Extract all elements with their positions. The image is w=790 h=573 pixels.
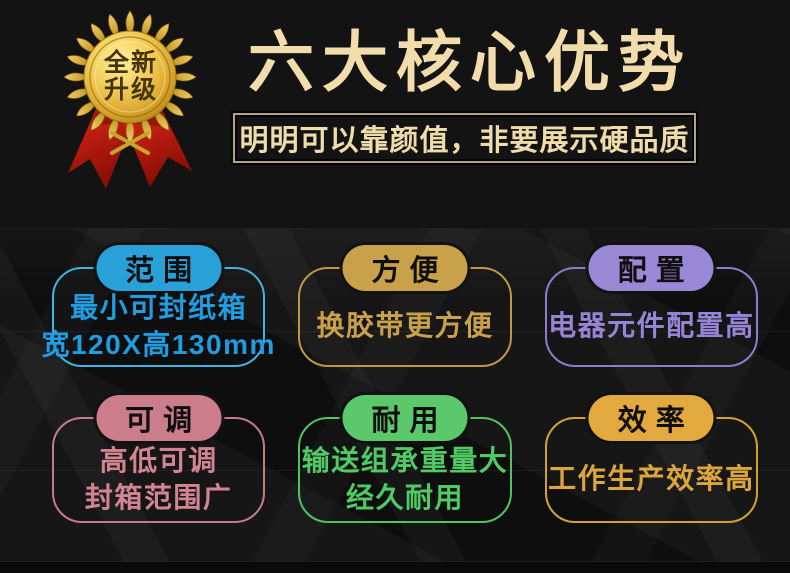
feature-tag-pill: 可调 xyxy=(96,395,222,441)
feature-box: 可调 高低可调封箱范围广 xyxy=(52,395,266,523)
feature-line: 宽120X高130mm xyxy=(41,328,276,360)
feature-lines: 电器元件配置高 xyxy=(547,269,756,365)
medal-circle xyxy=(83,30,177,124)
feature-line: 最小可封纸箱 xyxy=(70,291,248,323)
feature-tag-pill: 方便 xyxy=(342,245,468,291)
feature-line: 工作生产效率高 xyxy=(548,463,755,494)
feature-tag-pill: 配置 xyxy=(588,245,714,291)
feature-line: 换胶带更方便 xyxy=(316,310,494,341)
feature-box: 方便 换胶带更方便 xyxy=(298,245,512,367)
feature-lines: 最小可封纸箱 宽120X高130mm xyxy=(41,269,274,365)
feature-line: 封箱范围广 xyxy=(84,481,233,513)
subtitle-text: 明明可以靠颜值，非要展示硬品质 xyxy=(239,125,690,157)
feature-box: 效率 工作生产效率高 xyxy=(544,395,758,523)
feature-box: 配置 电器元件配置高 xyxy=(544,245,758,367)
badge-text-line1: 全新 xyxy=(103,48,158,77)
feature-tag: 耐用 xyxy=(371,405,448,437)
feature-tag: 可调 xyxy=(125,405,202,437)
feature-line: 输送组承重量大 xyxy=(301,444,509,476)
subtitle-box: 明明可以靠颜值，非要展示硬品质 xyxy=(233,113,696,163)
features-grid: 范围 最小可封纸箱 宽120X高130mm 方便 换胶带更方便 配置 电器元件配置… xyxy=(41,245,758,523)
medal-graphic: 全新 升级 xyxy=(63,10,197,189)
feature-line: 经久耐用 xyxy=(345,481,464,513)
badge-text-line2: 升级 xyxy=(104,75,158,104)
feature-box: 耐用 输送组承重量大 经久耐用 xyxy=(298,395,512,523)
background-seam xyxy=(0,331,790,332)
feature-tag: 方便 xyxy=(371,255,448,287)
feature-lines: 高低可调 封箱范围广 xyxy=(54,419,263,521)
feature-box: 范围 最小可封纸箱 宽120X高130mm xyxy=(41,245,274,367)
laurel-wreath-icon xyxy=(63,10,197,155)
feature-tag-pill: 效率 xyxy=(588,395,714,441)
feature-line: 高低可调 xyxy=(99,444,218,476)
upgrade-medal-badge: 全新 升级 xyxy=(50,5,215,195)
feature-tag-pill: 耐用 xyxy=(342,395,468,441)
feature-lines: 输送组承重量大 经久耐用 xyxy=(300,419,509,521)
background-seam xyxy=(0,470,790,471)
bottom-strip xyxy=(0,561,790,573)
feature-tag: 范围 xyxy=(125,255,202,287)
feature-lines: 换胶带更方便 xyxy=(300,269,509,365)
feature-tag: 效率 xyxy=(617,405,694,437)
feature-tag-pill: 范围 xyxy=(96,245,222,291)
feature-tag: 配置 xyxy=(617,255,694,287)
feature-lines: 工作生产效率高 xyxy=(547,419,756,521)
main-title: 六大核心优势 xyxy=(248,25,692,99)
feature-line: 电器元件配置高 xyxy=(548,310,755,341)
